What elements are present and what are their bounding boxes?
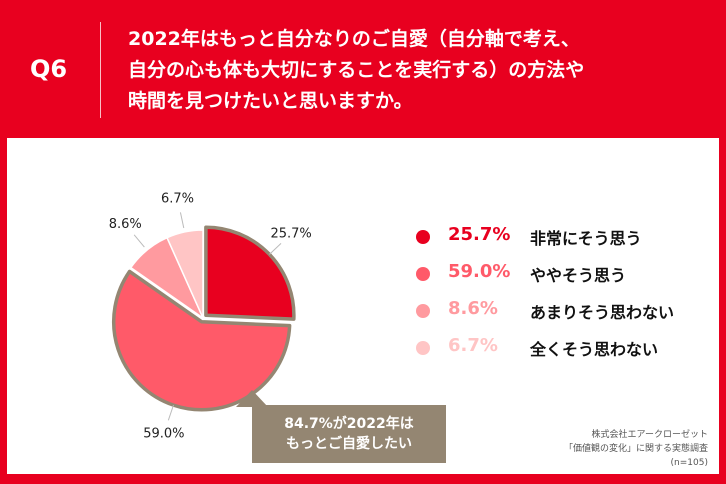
legend-item: 6.7% 全くそう思わない — [410, 333, 710, 370]
legend-label: ややそう思う — [530, 266, 627, 285]
legend-item: 25.7% 非常にそう思う — [410, 222, 710, 259]
brand-logo-text: airCloset — [26, 455, 100, 474]
pie-data-label: 59.0% — [143, 427, 184, 442]
pie-labels: 25.7% 59.0% 8.6% 6.7% — [109, 192, 312, 442]
source-line: (n=105) — [670, 458, 708, 468]
source-line: 株式会社エアークローゼット — [591, 430, 708, 440]
pie-data-label: 8.6% — [109, 217, 142, 232]
question-number: Q6 — [30, 55, 68, 83]
legend-swatch — [416, 230, 430, 244]
divider — [100, 22, 101, 118]
question-line: 自分の心も体も大切にすることを実行する）の方法や — [128, 59, 585, 81]
slice-somewhat — [111, 269, 292, 412]
pie-slices — [111, 225, 296, 412]
legend-item: 8.6% あまりそう思わない — [410, 296, 710, 333]
legend-label: あまりそう思わない — [530, 303, 675, 322]
pie-data-label: 6.7% — [161, 192, 194, 207]
source-line: 「価値観の変化」に関する実態調査 — [563, 444, 708, 454]
callout-line: 84.7%が2022年は — [284, 416, 414, 432]
legend-label: 全くそう思わない — [530, 340, 659, 359]
callout-box: 84.7%が2022年は もっとご自愛したい — [252, 405, 446, 463]
callout-pointer — [236, 390, 268, 407]
legend-percent: 6.7% — [448, 335, 498, 356]
legend: 25.7% 非常にそう思う 59.0% ややそう思う 8.6% あまりそう思わな… — [410, 222, 710, 370]
legend-item: 59.0% ややそう思う — [410, 259, 710, 296]
legend-swatch — [416, 341, 430, 355]
callout-line: もっとご自愛したい — [286, 436, 412, 452]
legend-percent: 59.0% — [448, 261, 511, 282]
legend-label: 非常にそう思う — [530, 229, 642, 248]
slice-not-at-all — [166, 229, 204, 319]
leader-line — [167, 404, 174, 421]
pie-data-label: 25.7% — [270, 227, 311, 242]
content-panel-tail — [7, 456, 719, 474]
hanger-icon — [8, 459, 22, 470]
legend-percent: 25.7% — [448, 224, 511, 245]
legend-swatch — [416, 304, 430, 318]
question-line: 時間を見つけたいと思いますか。 — [128, 90, 413, 112]
leader-line — [133, 234, 145, 248]
leader-line — [269, 242, 282, 255]
leader-line — [179, 212, 185, 229]
question-line: 2022年はもっと自分なりのご自愛（自分軸で考え、 — [128, 28, 580, 50]
slice-very-much — [204, 225, 296, 321]
question-text: 2022年はもっと自分なりのご自愛（自分軸で考え、 自分の心も体も大切にすること… — [128, 24, 708, 117]
source-note: 株式会社エアークローゼット 「価値観の変化」に関する実態調査 (n=105) — [564, 428, 708, 470]
legend-percent: 8.6% — [448, 298, 498, 319]
legend-swatch — [416, 267, 430, 281]
header: Q6 2022年はもっと自分なりのご自愛（自分軸で考え、 自分の心も体も大切にす… — [0, 0, 726, 138]
brand-logo: airCloset — [8, 455, 99, 474]
